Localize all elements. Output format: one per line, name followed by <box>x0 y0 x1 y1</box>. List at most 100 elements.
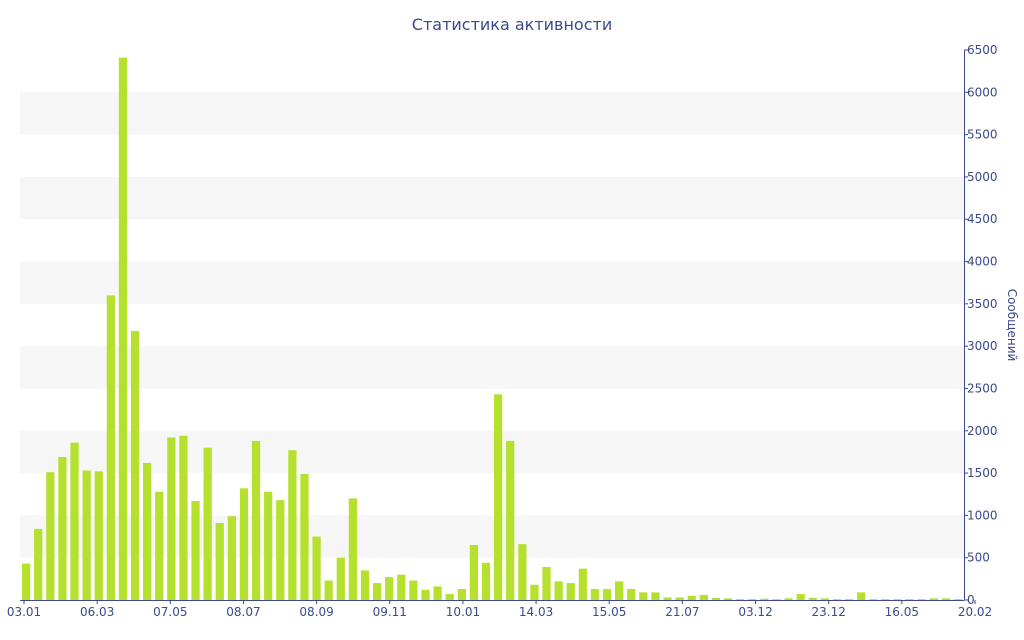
y-tick-label: 4500 <box>967 212 998 226</box>
bar <box>58 457 67 600</box>
chart-title: Статистика активности <box>411 15 613 34</box>
y-tick-label: 3500 <box>967 297 998 311</box>
bar <box>34 528 43 600</box>
bar <box>808 597 817 600</box>
bar <box>905 599 914 600</box>
bar <box>82 470 91 600</box>
bar <box>687 595 696 600</box>
y-tick-label: 1000 <box>967 508 998 522</box>
x-tick-label: 08.09 <box>299 605 333 619</box>
bar <box>215 523 224 600</box>
bar <box>542 567 551 600</box>
x-tick-label: 07.05 <box>153 605 187 619</box>
bar <box>941 598 951 600</box>
grid-band <box>20 261 964 304</box>
bar <box>227 516 236 600</box>
bar <box>736 599 745 600</box>
y-tick-label: 3000 <box>967 339 998 353</box>
bar <box>397 574 406 600</box>
bar <box>203 447 212 600</box>
grid-band <box>20 430 964 474</box>
x-tick-label: 08.07 <box>226 605 260 619</box>
bar <box>118 57 128 601</box>
x-tick-label: 15.05 <box>592 605 626 619</box>
x-tick-label: 10.01 <box>446 605 480 619</box>
bar <box>917 599 926 600</box>
bar <box>881 599 890 600</box>
bar <box>312 536 321 600</box>
bar <box>602 589 612 600</box>
bar <box>372 583 382 600</box>
bar <box>191 501 200 600</box>
bar <box>143 462 152 600</box>
y-tick-label: 500 <box>967 551 990 565</box>
bar <box>22 563 31 600</box>
x-tick-label: 03.12 <box>738 605 772 619</box>
bar <box>784 598 793 600</box>
bar <box>869 599 878 600</box>
x-tick-label: 14.03 <box>519 605 553 619</box>
bar <box>820 598 829 600</box>
bar <box>433 586 442 600</box>
bar <box>723 598 733 600</box>
bar <box>179 435 188 600</box>
x-tick-label: 16.05 <box>885 605 919 619</box>
x-tick-label: 06.03 <box>80 605 114 619</box>
axes <box>20 50 965 601</box>
bar <box>590 589 600 600</box>
bar <box>324 580 333 600</box>
grid-band <box>20 515 964 558</box>
bar <box>566 583 575 600</box>
y-tick-label: 1500 <box>967 466 998 480</box>
bar <box>651 592 660 600</box>
x-tick-label: 20.02 <box>958 605 992 619</box>
bar <box>518 544 527 600</box>
y-tick-label: 5500 <box>967 128 998 142</box>
bar <box>699 594 708 600</box>
bar <box>46 472 55 600</box>
x-tick-label: 09.11 <box>373 605 407 619</box>
bar <box>953 599 963 600</box>
y-tick-label: 2500 <box>967 381 998 395</box>
bar <box>893 599 902 600</box>
bar <box>348 498 357 600</box>
bar <box>167 437 176 600</box>
y-axis-ticks: 0 500 1000 1500 2000 2500 3000 3500 4000 4500 5000… <box>964 43 998 607</box>
bar <box>760 598 769 600</box>
bar <box>530 584 539 600</box>
bar <box>421 589 430 600</box>
bar <box>748 599 757 600</box>
bar <box>264 491 273 600</box>
bar <box>481 562 491 600</box>
bar <box>554 581 563 600</box>
bar <box>155 491 164 600</box>
bar <box>106 295 115 600</box>
bar <box>94 471 103 600</box>
x-tick-label: 21.07 <box>665 605 699 619</box>
bar <box>857 592 866 600</box>
grid-bands <box>20 92 964 558</box>
grid-band <box>20 346 964 389</box>
bar <box>796 594 805 600</box>
bar <box>663 597 672 600</box>
bar <box>445 594 454 600</box>
bar-series <box>22 57 963 601</box>
bar <box>772 599 781 600</box>
bar <box>336 557 345 600</box>
grid-band <box>20 92 964 135</box>
bar <box>288 450 297 600</box>
grid-band <box>20 176 964 220</box>
bar <box>832 599 842 600</box>
bar <box>276 500 285 600</box>
bar <box>409 580 418 600</box>
bar <box>675 597 684 600</box>
bar <box>494 394 503 600</box>
bar <box>639 592 648 600</box>
bar <box>506 440 515 600</box>
bar <box>844 599 854 600</box>
bar <box>300 473 309 600</box>
y-axis-label: Сообщений <box>1005 289 1019 362</box>
x-tick-label: 03.01 <box>7 605 41 619</box>
y-tick-label: 5000 <box>967 170 998 184</box>
bar <box>929 598 938 600</box>
